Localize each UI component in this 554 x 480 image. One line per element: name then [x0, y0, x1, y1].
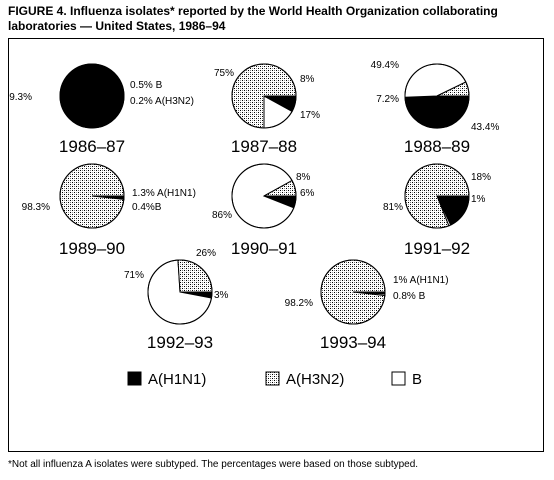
season-label: 1990–91 [231, 239, 297, 258]
pie-1989-90: 1.3% A(H1N1) 98.3% 0.4%B 1989–90 [22, 163, 196, 258]
slice-label: 1% [471, 194, 486, 205]
legend-item-a-h3n2: A(H3N2) [265, 371, 344, 388]
legend-label: A(H3N2) [286, 371, 344, 388]
slice-label: 8% [296, 172, 311, 183]
slice-label: 43.4% [471, 122, 499, 133]
season-label: 1992–93 [147, 333, 213, 352]
footnote: *Not all influenza A isolates were subty… [8, 459, 419, 470]
slice-label: 0.5% B [130, 80, 163, 91]
slice-label: 81% [383, 202, 403, 213]
season-label: 1991–92 [404, 239, 470, 258]
slice-label: 99.3% [8, 92, 32, 103]
pie-chart-panel: 99.3% 0.5% B 0.2% A(H3N2) 1986–87 8% 75% 17% 19… [8, 60, 499, 388]
pie-1991-92: 18% 81% 1% 1991–92 [383, 163, 491, 258]
pie-outline [59, 163, 125, 229]
season-label: 1986–87 [59, 137, 125, 156]
figure-title: FIGURE 4. Influenza isolates* reported b… [8, 4, 498, 33]
season-label: 1987–88 [231, 137, 297, 156]
chart-frame [8, 38, 544, 452]
pie-outline [320, 259, 386, 325]
slice-label: 71% [124, 270, 144, 281]
pie-outline [147, 259, 213, 325]
pie-1990-91: 6% 8% 86% 1990–91 [212, 163, 315, 258]
pie-1993-94: 1% A(H1N1) 98.2% 0.8% B 1993–94 [285, 259, 449, 352]
pie-1987-88: 8% 75% 17% 1987–88 [214, 63, 320, 156]
pie-outline [59, 63, 125, 129]
slice-a-h3n2 [177, 259, 213, 293]
pie-outline [404, 63, 470, 129]
slice-label: 1% A(H1N1) [393, 275, 449, 286]
legend-label: B [412, 371, 422, 388]
season-label: 1989–90 [59, 239, 125, 258]
slice-label: 0.4%B [132, 202, 162, 213]
season-label: 1993–94 [320, 333, 386, 352]
slice-label: 26% [196, 248, 216, 259]
season-label: 1988–89 [404, 137, 470, 156]
slice-label: 75% [214, 68, 234, 79]
legend: A(H1N1) A(H3N2) B [127, 371, 422, 388]
legend-swatch [391, 371, 406, 386]
slice-label: 8% [300, 74, 315, 85]
pie-1986-87: 99.3% 0.5% B 0.2% A(H3N2) 1986–87 [8, 63, 194, 156]
slice-label: 49.4% [371, 60, 399, 71]
legend-swatch [127, 371, 142, 386]
pie-outline [231, 63, 297, 129]
slice-label: 98.3% [22, 202, 50, 213]
slice-label: 0.8% B [393, 291, 426, 302]
slice-label: 98.2% [285, 298, 313, 309]
slice-label: 7.2% [376, 94, 399, 105]
pie-outline [231, 163, 297, 229]
slice-label: 6% [300, 188, 315, 199]
slice-label: 3% [214, 290, 229, 301]
pies-group: 99.3% 0.5% B 0.2% A(H3N2) 1986–87 8% 75% 17% 19… [8, 60, 499, 352]
legend-item-b: B [391, 371, 422, 388]
legend-item-a-h1n1: A(H1N1) [127, 371, 206, 388]
slice-a-h1n1 [404, 95, 470, 129]
legend-label: A(H1N1) [148, 371, 206, 388]
slice-label: 17% [300, 110, 320, 121]
pie-1992-93: 3% 26% 71% 1992–93 [124, 248, 229, 352]
legend-swatch [265, 371, 280, 386]
slice-label: 1.3% A(H1N1) [132, 188, 196, 199]
slice-label: 86% [212, 210, 232, 221]
pie-outline [404, 163, 470, 229]
slice-label: 0.2% A(H3N2) [130, 96, 194, 107]
pie-1988-89: 49.4% 7.2% 43.4%1988–89 [371, 60, 500, 156]
slice-label: 18% [471, 172, 491, 183]
